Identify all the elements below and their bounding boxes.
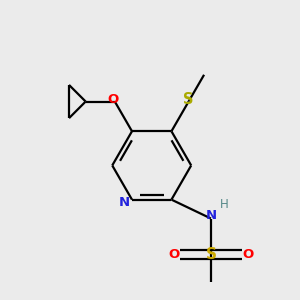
Text: S: S xyxy=(206,247,216,262)
Text: O: O xyxy=(242,248,253,261)
Text: N: N xyxy=(119,196,130,209)
Text: O: O xyxy=(168,248,179,261)
Text: O: O xyxy=(107,93,119,106)
Text: N: N xyxy=(206,209,217,222)
Text: S: S xyxy=(183,92,194,106)
Text: H: H xyxy=(220,198,229,211)
